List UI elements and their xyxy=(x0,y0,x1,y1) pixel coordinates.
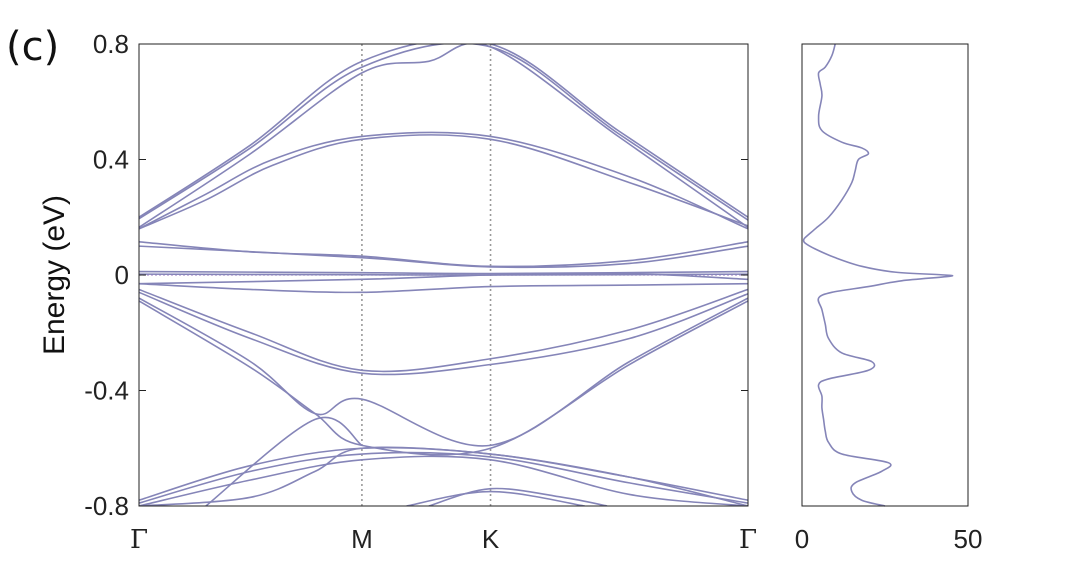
band-line xyxy=(139,272,748,285)
y-tick-label: -0.4 xyxy=(84,376,129,406)
band-line xyxy=(139,44,748,221)
y-tick-label: 0 xyxy=(115,260,129,290)
kpath-label: Γ xyxy=(739,525,757,555)
band-line xyxy=(205,416,363,506)
kpath-label: M xyxy=(351,524,373,554)
band-line xyxy=(139,282,748,294)
kpath-label: K xyxy=(482,524,500,554)
x-tick-label: 50 xyxy=(954,524,983,554)
y-tick-label: 0.8 xyxy=(93,29,129,59)
panel-label: (c) xyxy=(6,24,60,70)
band-line xyxy=(139,455,748,506)
band-line xyxy=(139,288,748,373)
band-line xyxy=(139,446,748,506)
band-line xyxy=(139,245,748,269)
band-line xyxy=(139,240,748,268)
y-tick-label: 0.4 xyxy=(93,145,129,175)
band-line xyxy=(406,490,585,506)
band-line xyxy=(139,134,748,230)
dos-line xyxy=(802,43,954,507)
band-line xyxy=(139,291,748,376)
y-tick-label: -0.8 xyxy=(84,491,129,521)
dos-plot: 0 50 xyxy=(795,43,983,554)
x-tick-label: 0 xyxy=(795,524,809,554)
band-line xyxy=(139,297,748,447)
band-structure-plot: 0.80.40-0.4-0.8Γ M K Γ xyxy=(84,29,757,555)
bands-group xyxy=(139,44,748,506)
band-line xyxy=(428,487,608,506)
band-line xyxy=(139,44,748,229)
band-line xyxy=(139,44,748,218)
band-line xyxy=(139,451,748,504)
y-axis-label: Energy (eV) xyxy=(38,195,71,355)
band-line xyxy=(139,300,748,456)
band-line xyxy=(139,131,748,230)
band-line xyxy=(139,270,748,275)
dos-frame xyxy=(801,43,969,507)
kpath-label: Γ xyxy=(130,525,148,555)
